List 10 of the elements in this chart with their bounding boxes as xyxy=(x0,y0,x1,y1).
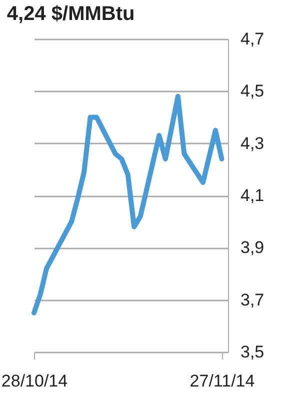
y-tick-label: 4,7 xyxy=(240,30,264,48)
chart-title: 4,24 $/MMBtu xyxy=(6,3,135,25)
x-tick-label: 28/10/14 xyxy=(1,372,68,390)
y-tick-label: 4,1 xyxy=(240,186,264,205)
y-tick-label: 4,3 xyxy=(240,134,264,153)
y-tick-label: 4,5 xyxy=(240,82,264,101)
x-tick-label: 27/11/14 xyxy=(190,372,255,390)
y-tick-label: 3,9 xyxy=(240,238,264,258)
y-tick-label: 3,5 xyxy=(240,342,264,362)
y-tick-label: 3,7 xyxy=(240,290,264,310)
